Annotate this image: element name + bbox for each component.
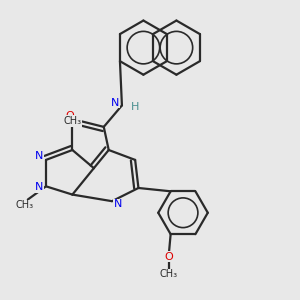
Text: O: O [66, 111, 74, 121]
Text: N: N [35, 182, 44, 192]
Text: H: H [131, 102, 139, 112]
Text: O: O [165, 252, 173, 262]
Text: CH₃: CH₃ [160, 269, 178, 279]
Text: N: N [114, 200, 122, 209]
Text: N: N [34, 151, 43, 161]
Text: N: N [111, 98, 119, 108]
Text: CH₃: CH₃ [63, 116, 82, 126]
Text: CH₃: CH₃ [15, 200, 34, 211]
